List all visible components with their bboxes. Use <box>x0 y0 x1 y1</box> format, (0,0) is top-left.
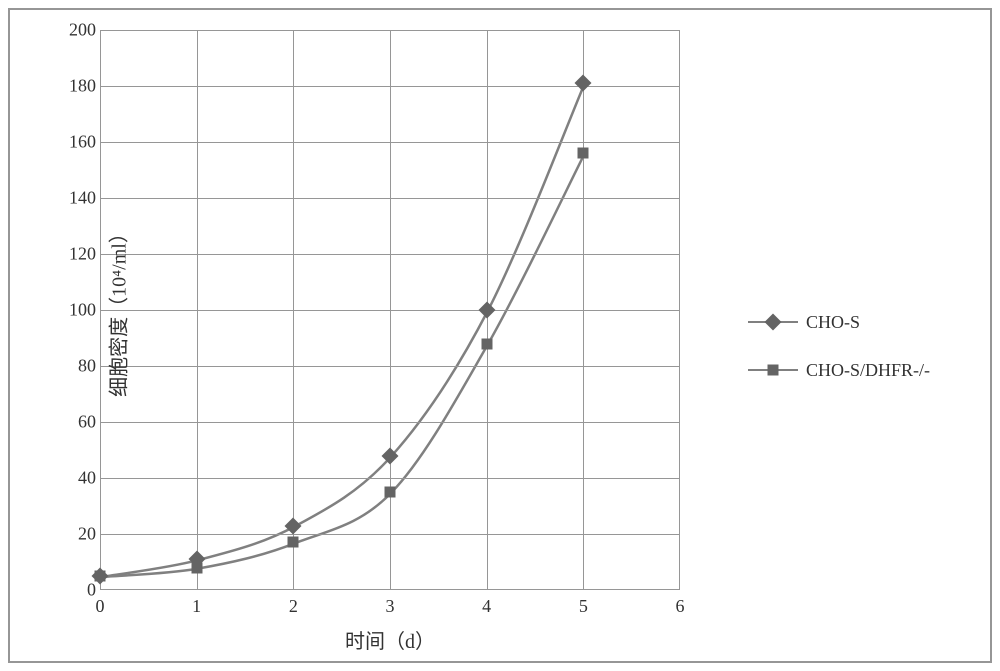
gridline-v <box>390 30 391 590</box>
y-tick-label: 40 <box>78 468 96 489</box>
legend-label: CHO-S <box>806 312 860 333</box>
data-marker <box>191 562 202 573</box>
square-icon <box>767 365 778 376</box>
legend-line <box>748 321 798 324</box>
gridline-v <box>197 30 198 590</box>
series-line <box>101 84 584 577</box>
x-tick-label: 4 <box>482 596 491 617</box>
data-marker <box>481 338 492 349</box>
x-tick-label: 3 <box>386 596 395 617</box>
diamond-icon <box>767 316 779 328</box>
y-axis-label: 细胞密度（10⁴/ml） <box>102 223 131 397</box>
series-lines <box>101 31 681 591</box>
data-marker <box>95 571 106 582</box>
y-tick-label: 60 <box>78 412 96 433</box>
y-tick-label: 180 <box>69 76 96 97</box>
x-tick-label: 1 <box>192 596 201 617</box>
gridline-v <box>583 30 584 590</box>
y-tick-label: 20 <box>78 524 96 545</box>
x-axis-label: 时间（d） <box>345 625 435 654</box>
data-marker <box>385 487 396 498</box>
chart-container: 020406080100120140160180200 0123456 细胞密度… <box>8 8 992 663</box>
x-tick-label: 6 <box>676 596 685 617</box>
legend-line <box>748 369 798 372</box>
x-tick-label: 0 <box>96 596 105 617</box>
data-marker <box>578 148 589 159</box>
legend: CHO-S CHO-S/DHFR-/- <box>748 310 930 406</box>
y-tick-label: 80 <box>78 356 96 377</box>
gridline-v <box>293 30 294 590</box>
legend-item: CHO-S <box>748 310 930 334</box>
legend-item: CHO-S/DHFR-/- <box>748 358 930 382</box>
legend-label: CHO-S/DHFR-/- <box>806 360 930 381</box>
y-tick-label: 160 <box>69 132 96 153</box>
x-tick-label: 2 <box>289 596 298 617</box>
y-tick-label: 100 <box>69 300 96 321</box>
y-tick-label: 200 <box>69 20 96 41</box>
y-tick-label: 120 <box>69 244 96 265</box>
data-marker <box>288 537 299 548</box>
y-tick-label: 140 <box>69 188 96 209</box>
x-tick-label: 5 <box>579 596 588 617</box>
